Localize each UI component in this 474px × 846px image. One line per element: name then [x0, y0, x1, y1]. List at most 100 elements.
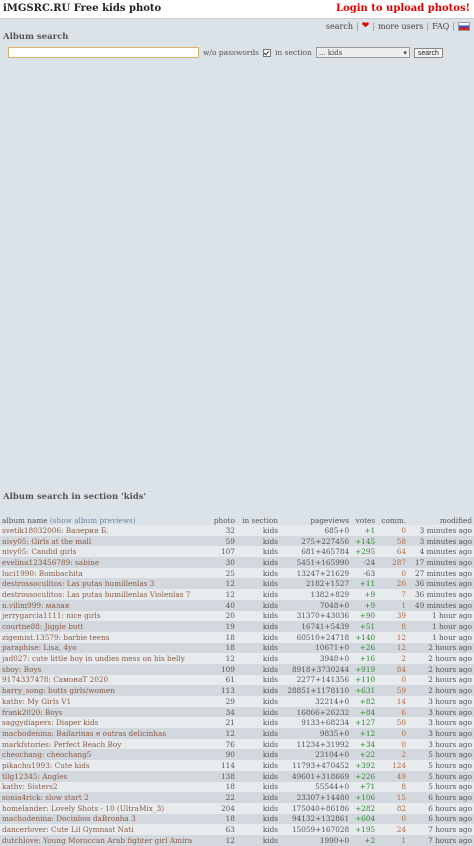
- album-name-link[interactable]: machodenina: Bailarinas e outras delicin…: [0, 728, 210, 739]
- pageviews: 2182+1527: [280, 578, 352, 590]
- in-section-label: in section: [275, 48, 312, 57]
- nav-search-link[interactable]: search: [325, 21, 353, 31]
- album-name-link[interactable]: destrossoculitos: Las putas humillenlas …: [0, 589, 210, 600]
- album-name-link[interactable]: n.vilim999: малая: [0, 599, 210, 611]
- pageviews: 16741+5439: [280, 621, 352, 632]
- album-name-link[interactable]: kathv: Sisters2: [0, 781, 210, 793]
- album-name-link[interactable]: frank2020: Boys: [0, 706, 210, 718]
- section-link[interactable]: kids: [236, 706, 281, 718]
- album-name-link[interactable]: paraphise: Lisa, 4yo: [0, 642, 210, 654]
- album-name-link[interactable]: sboy: Boys: [0, 663, 210, 675]
- album-name-link[interactable]: 9174337478: СамонаТ 2020: [0, 674, 210, 686]
- section-link[interactable]: kids: [236, 738, 281, 750]
- section-link[interactable]: kids: [236, 589, 281, 600]
- table-row: kathv: My Girls V1 29 kids 32214+0 +82 14 3 ho…: [0, 696, 474, 707]
- comments-count: 59: [377, 685, 409, 696]
- album-name-link[interactable]: courtne88: Jiggle butt: [0, 621, 210, 632]
- photo-count: 107: [209, 546, 237, 558]
- album-name-link[interactable]: evelina123456789: sabine: [0, 557, 210, 568]
- votes: +604: [351, 813, 378, 825]
- section-link[interactable]: kids: [236, 642, 281, 654]
- section-link[interactable]: kids: [236, 760, 281, 771]
- section-link[interactable]: kids: [236, 770, 281, 782]
- section-link[interactable]: kids: [236, 663, 281, 675]
- comments-count: 1: [377, 834, 409, 846]
- comments-count: 1: [377, 599, 409, 611]
- album-name-link[interactable]: dancerlover: Cute Lil Gymnast Nati: [0, 824, 210, 835]
- album-name-link[interactable]: nivy05: Girls at the mall: [0, 535, 210, 547]
- heart-icon[interactable]: ❤: [361, 21, 370, 31]
- comments-count: 287: [377, 557, 409, 568]
- album-name-link[interactable]: barry_song: butts girls/women: [0, 685, 210, 696]
- section-link[interactable]: kids: [236, 535, 281, 547]
- comments-count: 39: [377, 610, 409, 622]
- comments-count: 14: [377, 696, 409, 707]
- modified-time: 3 hours ago: [408, 728, 474, 739]
- results-heading: Album search in section 'kids': [3, 492, 147, 502]
- section-link[interactable]: kids: [236, 557, 281, 568]
- votes: +2: [351, 834, 378, 846]
- section-link[interactable]: kids: [236, 685, 281, 696]
- album-name-link[interactable]: cheochang: cheochang5: [0, 749, 210, 761]
- section-link[interactable]: kids: [236, 674, 281, 686]
- section-link[interactable]: kids: [236, 728, 281, 739]
- nav-faq-link[interactable]: FAQ: [432, 21, 450, 31]
- section-link[interactable]: kids: [236, 567, 281, 579]
- section-link[interactable]: kids: [236, 717, 281, 729]
- section-link[interactable]: kids: [236, 621, 281, 632]
- album-name-link[interactable]: saggydiapers: Diaper kids: [0, 717, 210, 729]
- section-link[interactable]: kids: [236, 631, 281, 643]
- pageviews: 275+227456: [280, 535, 352, 547]
- album-name-link[interactable]: homelander: Lovely Shots - 10 (UltraMix_…: [0, 802, 210, 814]
- comments-count: 50: [377, 717, 409, 729]
- album-name-link[interactable]: nivy05: Candid girls: [0, 546, 210, 558]
- section-link[interactable]: kids: [236, 813, 281, 825]
- table-row: sboy: Boys 109 kids 8918+3730244 +919 84 2 hou…: [0, 663, 474, 675]
- section-link[interactable]: kids: [236, 578, 281, 590]
- section-link[interactable]: kids: [236, 834, 281, 846]
- album-name-link[interactable]: sonia4rick: slow start 2: [0, 792, 210, 803]
- search-input[interactable]: [8, 47, 199, 58]
- table-row: tllg12345: Angles 138 kids 49601+318669 +226…: [0, 770, 474, 782]
- album-name-link[interactable]: dutchlove: Young Moroccan Arab fighter g…: [0, 834, 210, 846]
- section-link[interactable]: kids: [236, 610, 281, 622]
- comments-count: 20: [377, 578, 409, 590]
- pageviews: 32214+0: [280, 696, 352, 707]
- section-select-value: ... kids: [318, 48, 343, 57]
- album-name-link[interactable]: zigemist.13579: barbie teens: [0, 631, 210, 643]
- section-link[interactable]: kids: [236, 824, 281, 835]
- album-name-link[interactable]: svetik18032006: Валерия Б.: [0, 525, 210, 536]
- site-title[interactable]: iMGSRC.RU Free kids photo: [3, 3, 162, 14]
- pageviews: 7048+0: [280, 599, 352, 611]
- photo-count: 12: [209, 728, 237, 739]
- section-link[interactable]: kids: [236, 546, 281, 558]
- album-name-link[interactable]: markfstories: Perfect Beach Boy: [0, 738, 210, 750]
- album-name-link[interactable]: pikachu1993: Cute kids: [0, 760, 210, 771]
- section-select[interactable]: ... kids ▾: [315, 47, 410, 58]
- section-link[interactable]: kids: [236, 781, 281, 793]
- table-row: frank2020: Boys 34 kids 16866+26232 +84 6 3 ho…: [0, 706, 474, 718]
- section-link[interactable]: kids: [236, 802, 281, 814]
- section-link[interactable]: kids: [236, 749, 281, 761]
- album-name-link[interactable]: destrossoculitos: Las putas humillenlas …: [0, 578, 210, 590]
- table-row: dutchlove: Young Moroccan Arab fighter g…: [0, 834, 474, 846]
- section-link[interactable]: kids: [236, 599, 281, 611]
- album-name-link[interactable]: kathv: My Girls V1: [0, 696, 210, 707]
- section-link[interactable]: kids: [236, 653, 281, 664]
- album-name-link[interactable]: jerrygarcia1111: nice girls: [0, 610, 210, 622]
- show-previews-link[interactable]: (show album previews): [49, 515, 136, 525]
- upload-link[interactable]: Login to upload photos!: [336, 3, 470, 14]
- section-link[interactable]: kids: [236, 525, 281, 536]
- modified-time: 7 hours ago: [408, 834, 474, 846]
- nav-more-users-link[interactable]: more users: [377, 21, 424, 31]
- russian-flag-icon[interactable]: [458, 21, 470, 31]
- album-name-link[interactable]: luci1990: Bombachita: [0, 567, 210, 579]
- album-name-link[interactable]: jad027: cute little boy in undies mess o…: [0, 653, 210, 664]
- votes: +919: [351, 663, 378, 675]
- section-link[interactable]: kids: [236, 696, 281, 707]
- wo-passwords-checkbox[interactable]: [263, 48, 271, 57]
- album-name-link[interactable]: machodenina: Docinhos daBronha 3: [0, 813, 210, 825]
- search-button[interactable]: search: [413, 47, 443, 58]
- album-name-link[interactable]: tllg12345: Angles: [0, 770, 210, 782]
- section-link[interactable]: kids: [236, 792, 281, 803]
